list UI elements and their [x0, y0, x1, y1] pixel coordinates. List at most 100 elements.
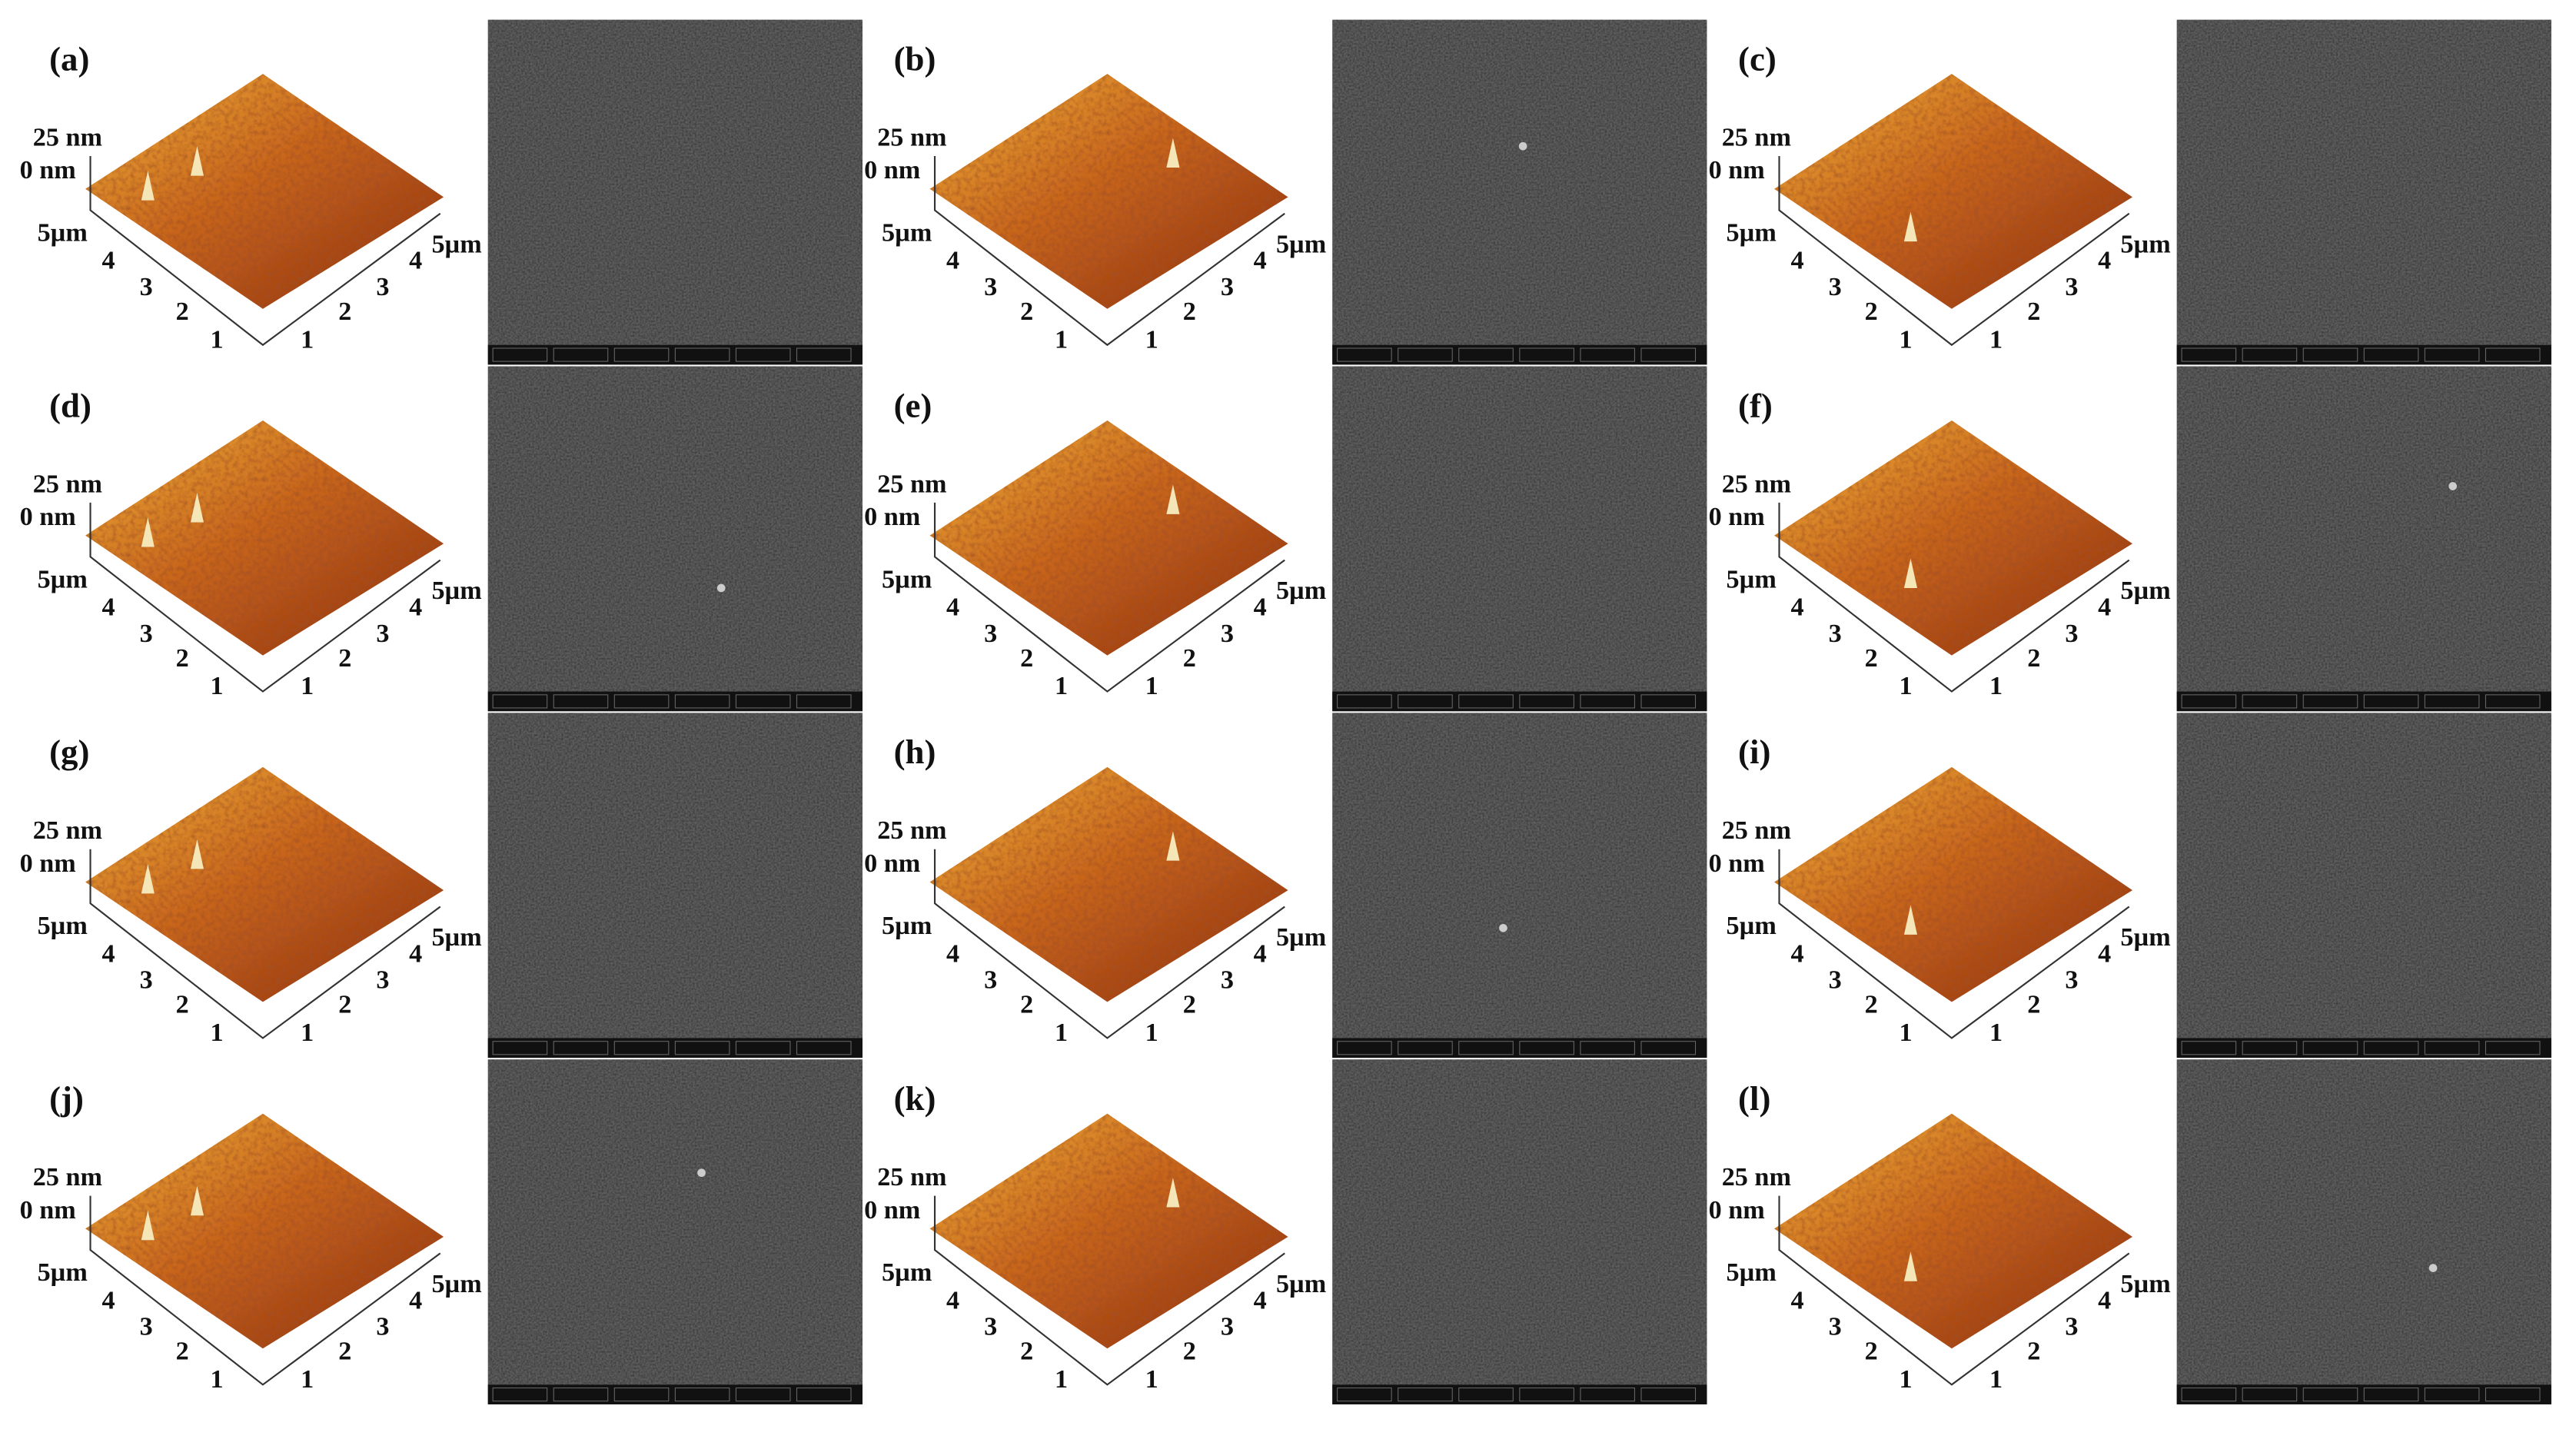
sem-info-cell: [1337, 1387, 1392, 1402]
afm-peak: [141, 171, 155, 201]
z-max-label: 25 nm: [1722, 470, 1791, 498]
afm-surface: [1774, 420, 2132, 656]
sem-image: [487, 366, 863, 712]
sem-info-cell: [613, 1041, 670, 1055]
right-tick: 3: [1221, 966, 1234, 995]
sem-info-cell: [492, 1041, 548, 1055]
right-tick: 5µm: [1276, 230, 1326, 258]
left-tick: 5µm: [882, 565, 932, 593]
sem-image: [487, 713, 863, 1058]
left-tick: 1: [211, 1365, 224, 1394]
left-tick: 1: [1055, 672, 1068, 700]
panel-label: (c): [1738, 39, 1777, 78]
left-tick: 4: [1790, 247, 1803, 275]
z-min-label: 0 nm: [864, 849, 920, 878]
left-tick: 2: [176, 991, 189, 1019]
z-max-label: 25 nm: [33, 1163, 102, 1191]
z-max-label: 25 nm: [33, 816, 102, 845]
afm-axes: [89, 155, 441, 347]
panel-label: (k): [894, 1079, 936, 1118]
left-tick: 3: [984, 620, 997, 648]
sem-info-cell: [1519, 347, 1574, 362]
left-tick: 1: [211, 672, 224, 700]
right-tick: 3: [376, 273, 389, 301]
panel-label: (f): [1738, 386, 1773, 424]
sem-particle: [2448, 482, 2458, 490]
z-max-label: 25 nm: [1722, 816, 1791, 845]
panel-label: (j): [49, 1079, 84, 1118]
afm-peak: [1166, 1178, 1180, 1208]
sem-particle: [1518, 141, 1527, 151]
sem-info-cell: [2363, 347, 2419, 362]
sem-field: [2176, 713, 2551, 1058]
left-tick: 1: [1900, 672, 1913, 700]
right-tick: 4: [2098, 247, 2111, 275]
left-tick: 2: [176, 1338, 189, 1366]
z-max-label: 25 nm: [33, 470, 102, 498]
sem-info-cell: [492, 347, 548, 362]
sem-field: [487, 713, 863, 1058]
right-tick: 4: [2098, 1286, 2111, 1314]
sem-info-cell: [2242, 1387, 2298, 1402]
left-tick: 2: [1865, 297, 1878, 326]
sem-image: [2176, 366, 2551, 712]
right-tick: 2: [338, 991, 351, 1019]
sem-info-cell: [613, 694, 670, 709]
sem-image: [2176, 713, 2551, 1058]
afm-surface: [929, 74, 1288, 309]
z-min-label: 0 nm: [1709, 503, 1765, 531]
left-tick: 1: [1900, 1365, 1913, 1394]
right-tick: 4: [409, 939, 422, 968]
afm-surface: [85, 766, 444, 1002]
left-tick: 3: [140, 966, 153, 995]
left-tick: 1: [1900, 1019, 1913, 1047]
afm-surface: [1774, 766, 2132, 1002]
sem-field: [1332, 19, 1707, 365]
left-tick: 4: [946, 593, 959, 622]
sem-image: [1332, 1059, 1707, 1404]
right-tick: 4: [409, 593, 422, 622]
right-tick: 1: [301, 1365, 314, 1394]
sem-info-cell: [1519, 1041, 1574, 1055]
afm-axes: [1778, 155, 2130, 347]
right-tick: 2: [338, 644, 351, 673]
sem-field: [1332, 713, 1707, 1058]
right-tick: 4: [2098, 939, 2111, 968]
sem-info-cell: [553, 347, 609, 362]
right-tick: 5µm: [1276, 577, 1326, 605]
sem-info-cell: [674, 347, 730, 362]
afm-peak: [1166, 484, 1180, 514]
left-tick: 2: [1865, 991, 1878, 1019]
right-tick: 4: [409, 247, 422, 275]
afm-axes: [933, 1195, 1285, 1386]
afm-peak: [1903, 211, 1918, 242]
panel-label: (d): [49, 386, 91, 424]
sem-info-cell: [2181, 1041, 2237, 1055]
afm-peak: [141, 863, 155, 894]
sem-info-cell: [2242, 694, 2298, 709]
right-tick: 1: [1145, 1365, 1158, 1394]
left-tick: 5µm: [882, 912, 932, 940]
sem-info-cell: [2485, 694, 2541, 709]
right-tick: 5µm: [431, 923, 481, 952]
sem-info-cell: [735, 347, 791, 362]
right-tick: 2: [1183, 297, 1196, 326]
sem-info-cell: [1398, 1041, 1453, 1055]
afm-surface: [929, 1113, 1288, 1349]
sem-info-cell: [553, 694, 609, 709]
sem-info-cell: [1398, 694, 1453, 709]
sem-info-cell: [2181, 347, 2237, 362]
left-tick: 5µm: [38, 565, 88, 593]
right-tick: 1: [301, 1019, 314, 1047]
sem-image: [2176, 1059, 2551, 1404]
sem-info-cell: [2181, 694, 2237, 709]
z-max-label: 25 nm: [1722, 123, 1791, 151]
